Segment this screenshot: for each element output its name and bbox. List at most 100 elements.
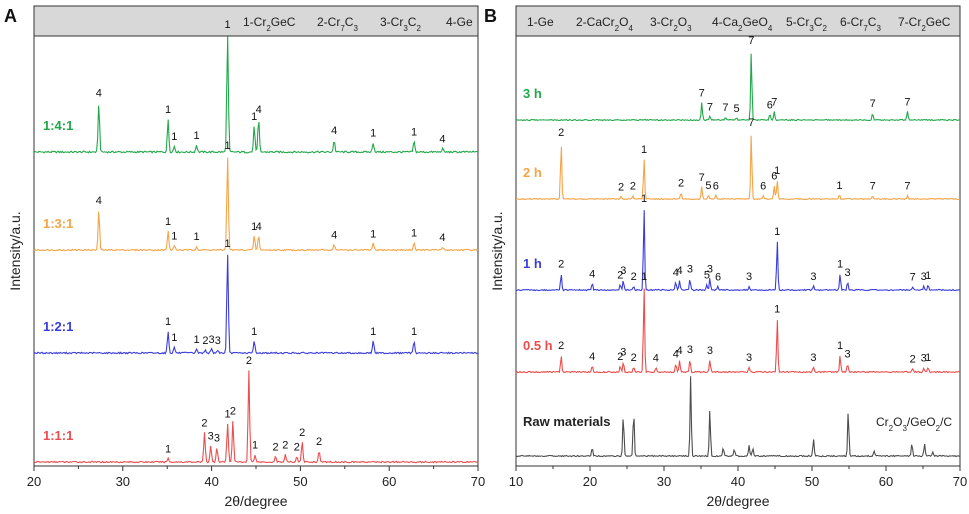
series-label: Raw materials — [523, 414, 610, 429]
x-tick-label-40: 40 — [731, 474, 745, 489]
peak-label-12: 2 — [316, 436, 322, 448]
peak-label-7: 4 — [676, 265, 682, 277]
peak-label-0: 2 — [558, 127, 564, 139]
series-line — [515, 376, 961, 458]
series-1:2:1: 1:2:1 11 1 2 3 311 1 1 — [33, 238, 479, 355]
x-tick-label-70: 70 — [953, 474, 967, 489]
raw-materials-annotation: Cr2O3/GeO2/C — [876, 415, 952, 433]
peak-label-8: 1 — [370, 128, 376, 140]
x-tick-label-50: 50 — [805, 474, 819, 489]
peak-label-3: 3 — [620, 265, 626, 277]
peak-label-2: 1 — [193, 334, 199, 346]
series-label: 1:3:1 — [43, 216, 73, 231]
peak-label-0: 2 — [558, 259, 564, 271]
legend-band — [33, 5, 479, 37]
peak-label-11: 1 — [774, 165, 780, 177]
peak-label-5: 2 — [230, 406, 236, 418]
legend-entry-1: 2-CaCr2O4 — [576, 15, 633, 33]
peak-label-7: 1 — [252, 440, 258, 452]
legend-entry-2: 3-Cr3C2 — [380, 15, 421, 33]
peak-label-18: 3 — [921, 271, 927, 283]
peak-label-3: 1 — [641, 144, 647, 156]
legend-entry-5: 6-Cr7C3 — [840, 15, 881, 33]
peak-label-3: 1 — [193, 231, 199, 243]
peak-label-4: 2 — [631, 352, 637, 364]
x-axis-title: 2θ/degree — [706, 493, 769, 509]
peak-label-7: 7 — [870, 98, 876, 110]
panel-B: B 1-Ge 2-CaCr2O4 3-Cr2O3 4-Ca2GeO4 5-Cr3C2 6-C… — [484, 5, 967, 509]
x-tick-label-60: 60 — [382, 474, 396, 489]
peak-label-5: 1 — [641, 271, 647, 283]
series-line — [33, 370, 479, 464]
peak-label-0: 2 — [558, 340, 564, 352]
peak-label-17: 7 — [910, 272, 916, 284]
series-0.5 h: 0.5 h 24 23 214 44 3 331313 2 31 — [515, 271, 961, 374]
peak-label-11: 2 — [299, 427, 305, 439]
peak-label-4: 7 — [748, 35, 754, 47]
series-2 h: 2 h22 212 75 676611 7 7 — [515, 117, 961, 201]
peak-label-10: 4 — [439, 232, 445, 244]
peak-label-1: 4 — [589, 351, 595, 363]
peak-label-4: 1 — [225, 408, 231, 420]
legend-entry-2: 3-Cr2O3 — [650, 15, 692, 33]
peak-label-12: 1 — [836, 180, 842, 192]
x-tick-label-60: 60 — [879, 474, 893, 489]
peak-label-6: 4 — [256, 221, 262, 233]
peak-label-0: 4 — [96, 195, 102, 207]
legend: 1-Ge 2-CaCr2O4 3-Cr2O3 4-Ca2GeO4 5-Cr3C2 6-Cr… — [527, 15, 951, 33]
peak-label-1: 2 — [618, 181, 624, 193]
peak-label-12: 3 — [746, 271, 752, 283]
series-label: 1 h — [523, 256, 542, 271]
peak-label-12: 1 — [774, 304, 780, 316]
peak-label-16: 2 — [910, 354, 916, 366]
peak-label-5: 7 — [699, 172, 705, 184]
peak-label-5: 1 — [251, 221, 257, 233]
x-tick-label-30: 30 — [116, 474, 130, 489]
peak-label-7: 4 — [673, 348, 679, 360]
peak-label-8: 7 — [904, 97, 910, 109]
legend-entry-6: 7-Cr2GeC — [898, 15, 951, 33]
peak-label-1: 4 — [589, 268, 595, 280]
peak-label-10: 3 — [707, 345, 713, 357]
peak-label-4: 2 — [678, 177, 684, 189]
peak-label-10: 2 — [294, 441, 300, 453]
peak-label-8: 3 — [687, 264, 693, 276]
peak-label-5: 6 — [767, 99, 773, 111]
peak-label-11: 6 — [715, 272, 721, 284]
peak-label-0: 1 — [165, 443, 171, 455]
peak-label-7: 1 — [251, 326, 257, 338]
series-1 h: 1 h 24 23 2144 3 536 31313 7 31 — [515, 193, 961, 292]
peak-label-15: 3 — [844, 348, 850, 360]
peak-label-9: 2 — [282, 440, 288, 452]
peak-label-0: 1 — [165, 316, 171, 328]
peak-label-1: 1 — [165, 104, 171, 116]
peak-label-6: 7 — [771, 97, 777, 109]
peak-label-7: 6 — [713, 181, 719, 193]
series-Raw materials: Raw materials Cr2O3/GeO2/C — [515, 376, 961, 458]
series-label: 0.5 h — [523, 338, 553, 353]
y-axis-title: Intensity/a.u. — [7, 211, 23, 290]
peak-label-18: 1 — [925, 352, 931, 364]
peak-label-0: 7 — [699, 88, 705, 100]
series-label: 1:2:1 — [43, 319, 73, 334]
peak-label-4: 1 — [225, 19, 231, 31]
x-tick-label-30: 30 — [657, 474, 671, 489]
peak-label-3: 2 — [202, 335, 208, 347]
peak-label-13: 7 — [870, 181, 876, 193]
peak-label-3: 3 — [214, 432, 220, 444]
peak-label-2: 7 — [722, 102, 728, 114]
peak-label-11: 3 — [746, 352, 752, 364]
peak-label-6: 4 — [256, 104, 262, 116]
peak-label-16: 3 — [844, 267, 850, 279]
series-label: 1:1:1 — [43, 428, 73, 443]
peak-label-13: 1 — [774, 226, 780, 238]
series-line — [33, 254, 479, 355]
peak-label-6: 1 — [225, 238, 231, 250]
plot-frame — [515, 5, 961, 467]
peak-label-8: 1 — [370, 228, 376, 240]
peak-label-8: 7 — [748, 117, 754, 129]
series-line — [33, 36, 479, 154]
